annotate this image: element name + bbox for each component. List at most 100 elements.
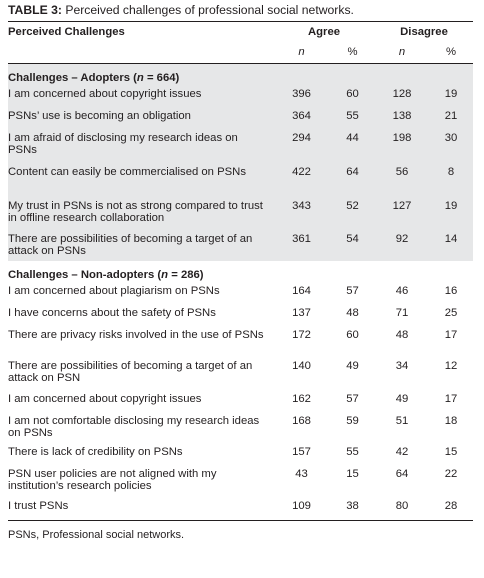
- section-title-prefix: Challenges – Non-adopters (: [8, 269, 162, 281]
- agree-n-cell: 422: [273, 163, 330, 197]
- agree-n-cell: 168: [292, 415, 311, 427]
- header-agree-pct: %: [330, 42, 375, 64]
- section-title: Challenges – Non-adopters (n = 286): [8, 261, 473, 282]
- caption-text: Perceived challenges of professional soc…: [65, 3, 354, 17]
- header-disagree: Disagree: [400, 26, 448, 38]
- agree-pct-cell: 64: [330, 163, 375, 197]
- disagree-n-cell: 127: [375, 197, 429, 230]
- disagree-pct-cell: 25: [444, 307, 458, 319]
- row-label: There are privacy risks involved in the …: [8, 329, 264, 341]
- table-row: There are privacy risks involved in the …: [8, 326, 473, 357]
- agree-n-cell: 343: [273, 197, 330, 230]
- agree-pct-cell: 60: [346, 329, 359, 341]
- row-label: I am concerned about copyright issues: [8, 85, 273, 107]
- table-row: PSNs’ use is becoming an obligation 364 55…: [8, 107, 474, 129]
- header-perceived-challenges: Perceived Challenges: [8, 26, 125, 38]
- disagree-pct-cell: 17: [444, 329, 458, 341]
- header-row-groups: Perceived Challenges Agree Disagree: [8, 22, 473, 42]
- table-row: Content can easily be commercialised on …: [8, 163, 474, 197]
- disagree-n-cell: 198: [375, 129, 429, 163]
- agree-pct-cell: 57: [346, 393, 359, 405]
- section-title-n: n: [161, 269, 169, 281]
- row-label: Content can easily be commercialised on …: [8, 163, 273, 197]
- disagree-n-cell: 64: [395, 468, 409, 480]
- agree-n-cell: 361: [273, 230, 330, 261]
- row-label: There is lack of credibility on PSNs: [8, 446, 183, 458]
- disagree-pct-cell: 16: [444, 285, 458, 297]
- agree-pct-cell: 57: [346, 285, 359, 297]
- section-title-suffix: = 664): [143, 72, 180, 84]
- agree-n-cell: 172: [292, 329, 311, 341]
- table-figure: TABLE 3: Perceived challenges of profess…: [8, 0, 474, 541]
- agree-pct-cell: 44: [330, 129, 375, 163]
- section-title-prefix: Challenges – Adopters (: [8, 72, 137, 84]
- table-row: There are possibilities of becoming a ta…: [8, 230, 474, 261]
- row-label: I trust PSNs: [8, 497, 273, 521]
- disagree-n-cell: 128: [375, 85, 429, 107]
- agree-pct-cell: 48: [346, 307, 359, 319]
- agree-n-cell: 43: [295, 468, 308, 480]
- row-label: I am afraid of disclosing my research id…: [8, 129, 273, 163]
- disagree-n-cell: 49: [395, 393, 409, 405]
- header-agree: Agree: [307, 26, 341, 38]
- table-row: PSN user policies are not aligned with m…: [8, 465, 473, 497]
- disagree-n-cell: 42: [395, 446, 409, 458]
- agree-pct-cell: 49: [346, 360, 359, 372]
- header-disagree-pct: %: [429, 42, 474, 64]
- agree-n-cell: 396: [273, 85, 330, 107]
- row-label: I am concerned about plagiarism on PSNs: [8, 285, 220, 297]
- agree-pct-cell: 52: [330, 197, 375, 230]
- agree-n-cell: 140: [292, 360, 311, 372]
- agree-pct-cell: 60: [330, 85, 375, 107]
- table-row: I am not comfortable disclosing my resea…: [8, 412, 473, 443]
- section-header-row: Challenges – Adopters (n = 664): [8, 63, 474, 85]
- disagree-pct-cell: 30: [429, 129, 474, 163]
- disagree-pct-cell: 19: [429, 85, 474, 107]
- disagree-n-cell: 48: [395, 329, 409, 341]
- agree-pct-cell: 15: [346, 468, 359, 480]
- agree-n-cell: 162: [292, 393, 311, 405]
- agree-n-cell: 109: [273, 497, 330, 521]
- header-disagree-n: n: [375, 42, 429, 64]
- disagree-pct-cell: 14: [429, 230, 474, 261]
- table-row: There is lack of credibility on PSNs 157 5…: [8, 443, 473, 465]
- agree-pct-cell: 55: [330, 107, 375, 129]
- disagree-pct-cell: 28: [429, 497, 474, 521]
- row-label: I am concerned about copyright issues: [8, 393, 202, 405]
- disagree-pct-cell: 21: [429, 107, 474, 129]
- disagree-n-cell: 34: [395, 360, 409, 372]
- section-title-suffix: = 286): [168, 269, 204, 281]
- row-label: I have concerns about the safety of PSNs: [8, 307, 216, 319]
- row-label: PSNs’ use is becoming an obligation: [8, 107, 273, 129]
- row-label: There are possibilities of becoming a ta…: [8, 230, 273, 261]
- disagree-pct-cell: 15: [444, 446, 458, 458]
- row-label: There are possibilities of becoming a ta…: [8, 360, 253, 384]
- disagree-pct-cell: 19: [429, 197, 474, 230]
- agree-pct-cell: 38: [330, 497, 375, 521]
- row-label: PSN user policies are not aligned with m…: [8, 468, 217, 492]
- header-blank: [8, 42, 273, 64]
- table-row: I trust PSNs 109 38 80 28: [8, 497, 474, 521]
- agree-n-cell: 157: [292, 446, 311, 458]
- disagree-pct-cell: 12: [444, 360, 458, 372]
- table-row: My trust in PSNs is not as strong compar…: [8, 197, 474, 230]
- agree-pct-cell: 55: [346, 446, 359, 458]
- caption-label: TABLE 3:: [8, 3, 62, 17]
- agree-n-cell: 164: [292, 285, 311, 297]
- header-agree-n: n: [273, 42, 330, 64]
- disagree-pct-cell: 17: [444, 393, 458, 405]
- section-title-n: n: [136, 72, 144, 84]
- disagree-n-cell: 46: [395, 285, 409, 297]
- table-caption: TABLE 3: Perceived challenges of profess…: [8, 0, 473, 22]
- disagree-pct-cell: 8: [429, 163, 474, 197]
- disagree-n-cell: 56: [375, 163, 429, 197]
- row-label: My trust in PSNs is not as strong compar…: [8, 197, 273, 230]
- section-header-row: Challenges – Non-adopters (n = 286): [8, 261, 473, 282]
- table-row: I have concerns about the safety of PSNs…: [8, 304, 473, 326]
- table-row: I am concerned about plagiarism on PSNs 1…: [8, 282, 473, 304]
- section-title: Challenges – Adopters (n = 664): [8, 63, 474, 85]
- table-row: I am concerned about copyright issues 396…: [8, 85, 474, 107]
- disagree-pct-cell: 22: [444, 468, 458, 480]
- disagree-n-cell: 51: [395, 415, 409, 427]
- agree-n-cell: 294: [273, 129, 330, 163]
